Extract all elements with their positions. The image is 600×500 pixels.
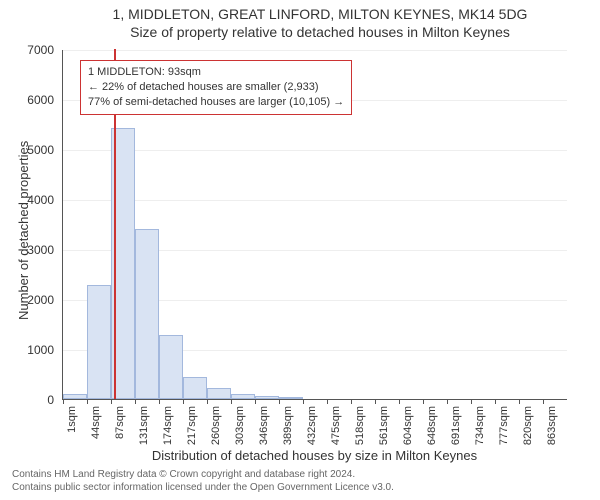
title-sub: Size of property relative to detached ho… [60, 24, 580, 40]
x-tick-label: 174sqm [162, 406, 174, 454]
y-tick-label: 2000 [27, 293, 54, 307]
histogram-bar [183, 377, 207, 400]
footer: Contains HM Land Registry data © Crown c… [12, 468, 394, 494]
histogram-bar [231, 394, 255, 399]
x-tick-label: 648sqm [426, 406, 438, 454]
x-tick-label: 863sqm [546, 406, 558, 454]
x-tick-label: 518sqm [354, 406, 366, 454]
x-tick-label: 475sqm [330, 406, 342, 454]
x-tick-label: 561sqm [378, 406, 390, 454]
x-tick-label: 1sqm [66, 406, 78, 454]
x-tick-label: 432sqm [306, 406, 318, 454]
footer-line1: Contains HM Land Registry data © Crown c… [12, 468, 394, 481]
histogram-bar [87, 285, 111, 399]
y-tick-label: 6000 [27, 93, 54, 107]
x-axis-label: Distribution of detached houses by size … [62, 448, 567, 463]
x-tick-label: 820sqm [522, 406, 534, 454]
annotation-box: 1 MIDDLETON: 93sqm← 22% of detached hous… [80, 60, 352, 115]
y-tick-label: 5000 [27, 143, 54, 157]
histogram-bar [159, 335, 183, 399]
y-tick-label: 7000 [27, 43, 54, 57]
x-tick-label: 87sqm [114, 406, 126, 454]
y-tick-label: 3000 [27, 243, 54, 257]
annotation-line1: 1 MIDDLETON: 93sqm [88, 65, 344, 80]
histogram-bar [63, 394, 87, 400]
title-main: 1, MIDDLETON, GREAT LINFORD, MILTON KEYN… [60, 6, 580, 22]
y-axis-ticks: 01000200030004000500060007000 [0, 50, 62, 400]
x-tick-label: 217sqm [186, 406, 198, 454]
annotation-line2: ← 22% of detached houses are smaller (2,… [88, 80, 344, 95]
x-tick-label: 777sqm [498, 406, 510, 454]
footer-line2: Contains public sector information licen… [12, 481, 394, 494]
x-tick-label: 734sqm [474, 406, 486, 454]
y-axis-label: Number of detached properties [16, 141, 31, 320]
x-tick-label: 604sqm [402, 406, 414, 454]
x-tick-label: 131sqm [138, 406, 150, 454]
histogram-bar [207, 388, 231, 399]
title-block: 1, MIDDLETON, GREAT LINFORD, MILTON KEYN… [60, 6, 580, 40]
x-tick-label: 691sqm [450, 406, 462, 454]
y-tick-label: 1000 [27, 343, 54, 357]
x-tick-label: 44sqm [90, 406, 102, 454]
x-tick-label: 303sqm [234, 406, 246, 454]
x-tick-label: 346sqm [258, 406, 270, 454]
x-tick-label: 260sqm [210, 406, 222, 454]
annotation-line3: 77% of semi-detached houses are larger (… [88, 95, 344, 110]
histogram-bar [255, 396, 279, 399]
y-tick-label: 0 [47, 393, 54, 407]
chart-container: 1, MIDDLETON, GREAT LINFORD, MILTON KEYN… [0, 0, 600, 500]
x-tick-label: 389sqm [282, 406, 294, 454]
histogram-bar [135, 229, 159, 399]
histogram-bar [279, 397, 303, 399]
y-tick-label: 4000 [27, 193, 54, 207]
